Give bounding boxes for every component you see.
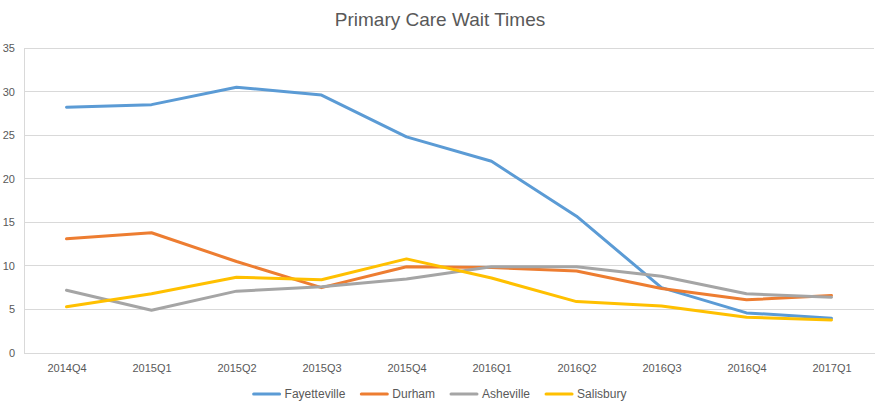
- x-tick: 2016Q4: [727, 353, 766, 374]
- chart: Primary Care Wait Times 0 5 10 15 20 25 30 35 201…: [0, 0, 880, 409]
- y-tick-label: 30: [3, 86, 15, 98]
- x-tick-label: 2015Q2: [217, 362, 256, 374]
- lines: [67, 87, 832, 320]
- legend-item: Durham: [361, 387, 435, 401]
- y-tick-label: 35: [3, 42, 15, 54]
- y-tick-label: 15: [3, 216, 15, 228]
- x-tick-label: 2015Q4: [387, 362, 426, 374]
- background: [0, 0, 880, 409]
- x-tick: 2015Q2: [217, 353, 256, 374]
- y-tick-label: 0: [9, 347, 15, 359]
- grid-line: [24, 91, 874, 92]
- y-tick: 15: [3, 216, 24, 228]
- legend-label: Asheville: [482, 387, 530, 401]
- x-tick: 2017Q1: [812, 353, 851, 374]
- y-tick: 20: [3, 173, 24, 185]
- y-tick: 35: [3, 42, 24, 54]
- y-tick: 10: [3, 260, 24, 272]
- legend-label: Salisbury: [577, 387, 626, 401]
- y-tick: 25: [3, 129, 24, 141]
- y-axis: 0 5 10 15 20 25 30 35: [3, 42, 25, 359]
- legend-swatch: [254, 393, 280, 396]
- legend-label: Fayetteville: [285, 387, 346, 401]
- y-tick: 5: [9, 303, 24, 315]
- x-tick-label: 2016Q4: [727, 362, 766, 374]
- y-axis-line: [24, 49, 25, 354]
- x-tick-label: 2015Q1: [132, 362, 171, 374]
- x-tick: 2016Q1: [472, 353, 511, 374]
- grid: [24, 48, 874, 353]
- x-tick-label: 2015Q3: [302, 362, 341, 374]
- plot: 051015202530352014Q42015Q12015Q22015Q320…: [3, 42, 875, 374]
- y-tick-label: 10: [3, 260, 15, 272]
- x-tick: 2015Q3: [302, 353, 341, 374]
- grid-line: [24, 222, 874, 223]
- legend-label: Durham: [392, 387, 435, 401]
- legend-swatch: [546, 393, 572, 396]
- x-tick-label: 2014Q4: [47, 362, 86, 374]
- x-axis: 2014Q4 2015Q1 2015Q2 2015Q3 2015Q4 2016Q1 2016…: [25, 353, 875, 374]
- y-tick-label: 25: [3, 129, 15, 141]
- x-tick-label: 2016Q3: [642, 362, 681, 374]
- legend-item: Fayetteville: [254, 387, 346, 401]
- grid-line: [24, 135, 874, 136]
- y-tick: 0: [9, 347, 24, 359]
- legend-swatch: [451, 393, 477, 396]
- legend-item: Salisbury: [546, 387, 626, 401]
- x-axis-line: [25, 353, 875, 354]
- series-line: [67, 87, 832, 318]
- x-tick-label: 2016Q2: [557, 362, 596, 374]
- y-tick: 30: [3, 86, 24, 98]
- legend-swatch: [361, 393, 387, 396]
- legend-item: Asheville: [451, 387, 530, 401]
- grid-line: [24, 48, 874, 49]
- x-tick-label: 2017Q1: [812, 362, 851, 374]
- y-tick-label: 5: [9, 303, 15, 315]
- x-tick: 2016Q3: [642, 353, 681, 374]
- x-tick: 2014Q4: [47, 353, 86, 374]
- x-tick: 2015Q1: [132, 353, 171, 374]
- title: Primary Care Wait Times: [335, 9, 545, 30]
- x-tick-label: 2016Q1: [472, 362, 511, 374]
- grid-line: [24, 353, 874, 354]
- y-tick-label: 20: [3, 173, 15, 185]
- legend: Fayetteville Durham Asheville Salisbury: [254, 387, 627, 401]
- x-tick: 2015Q4: [387, 353, 426, 374]
- series-line: [67, 233, 832, 300]
- x-tick: 2016Q2: [557, 353, 596, 374]
- grid-line: [24, 178, 874, 179]
- series-line: [67, 259, 832, 320]
